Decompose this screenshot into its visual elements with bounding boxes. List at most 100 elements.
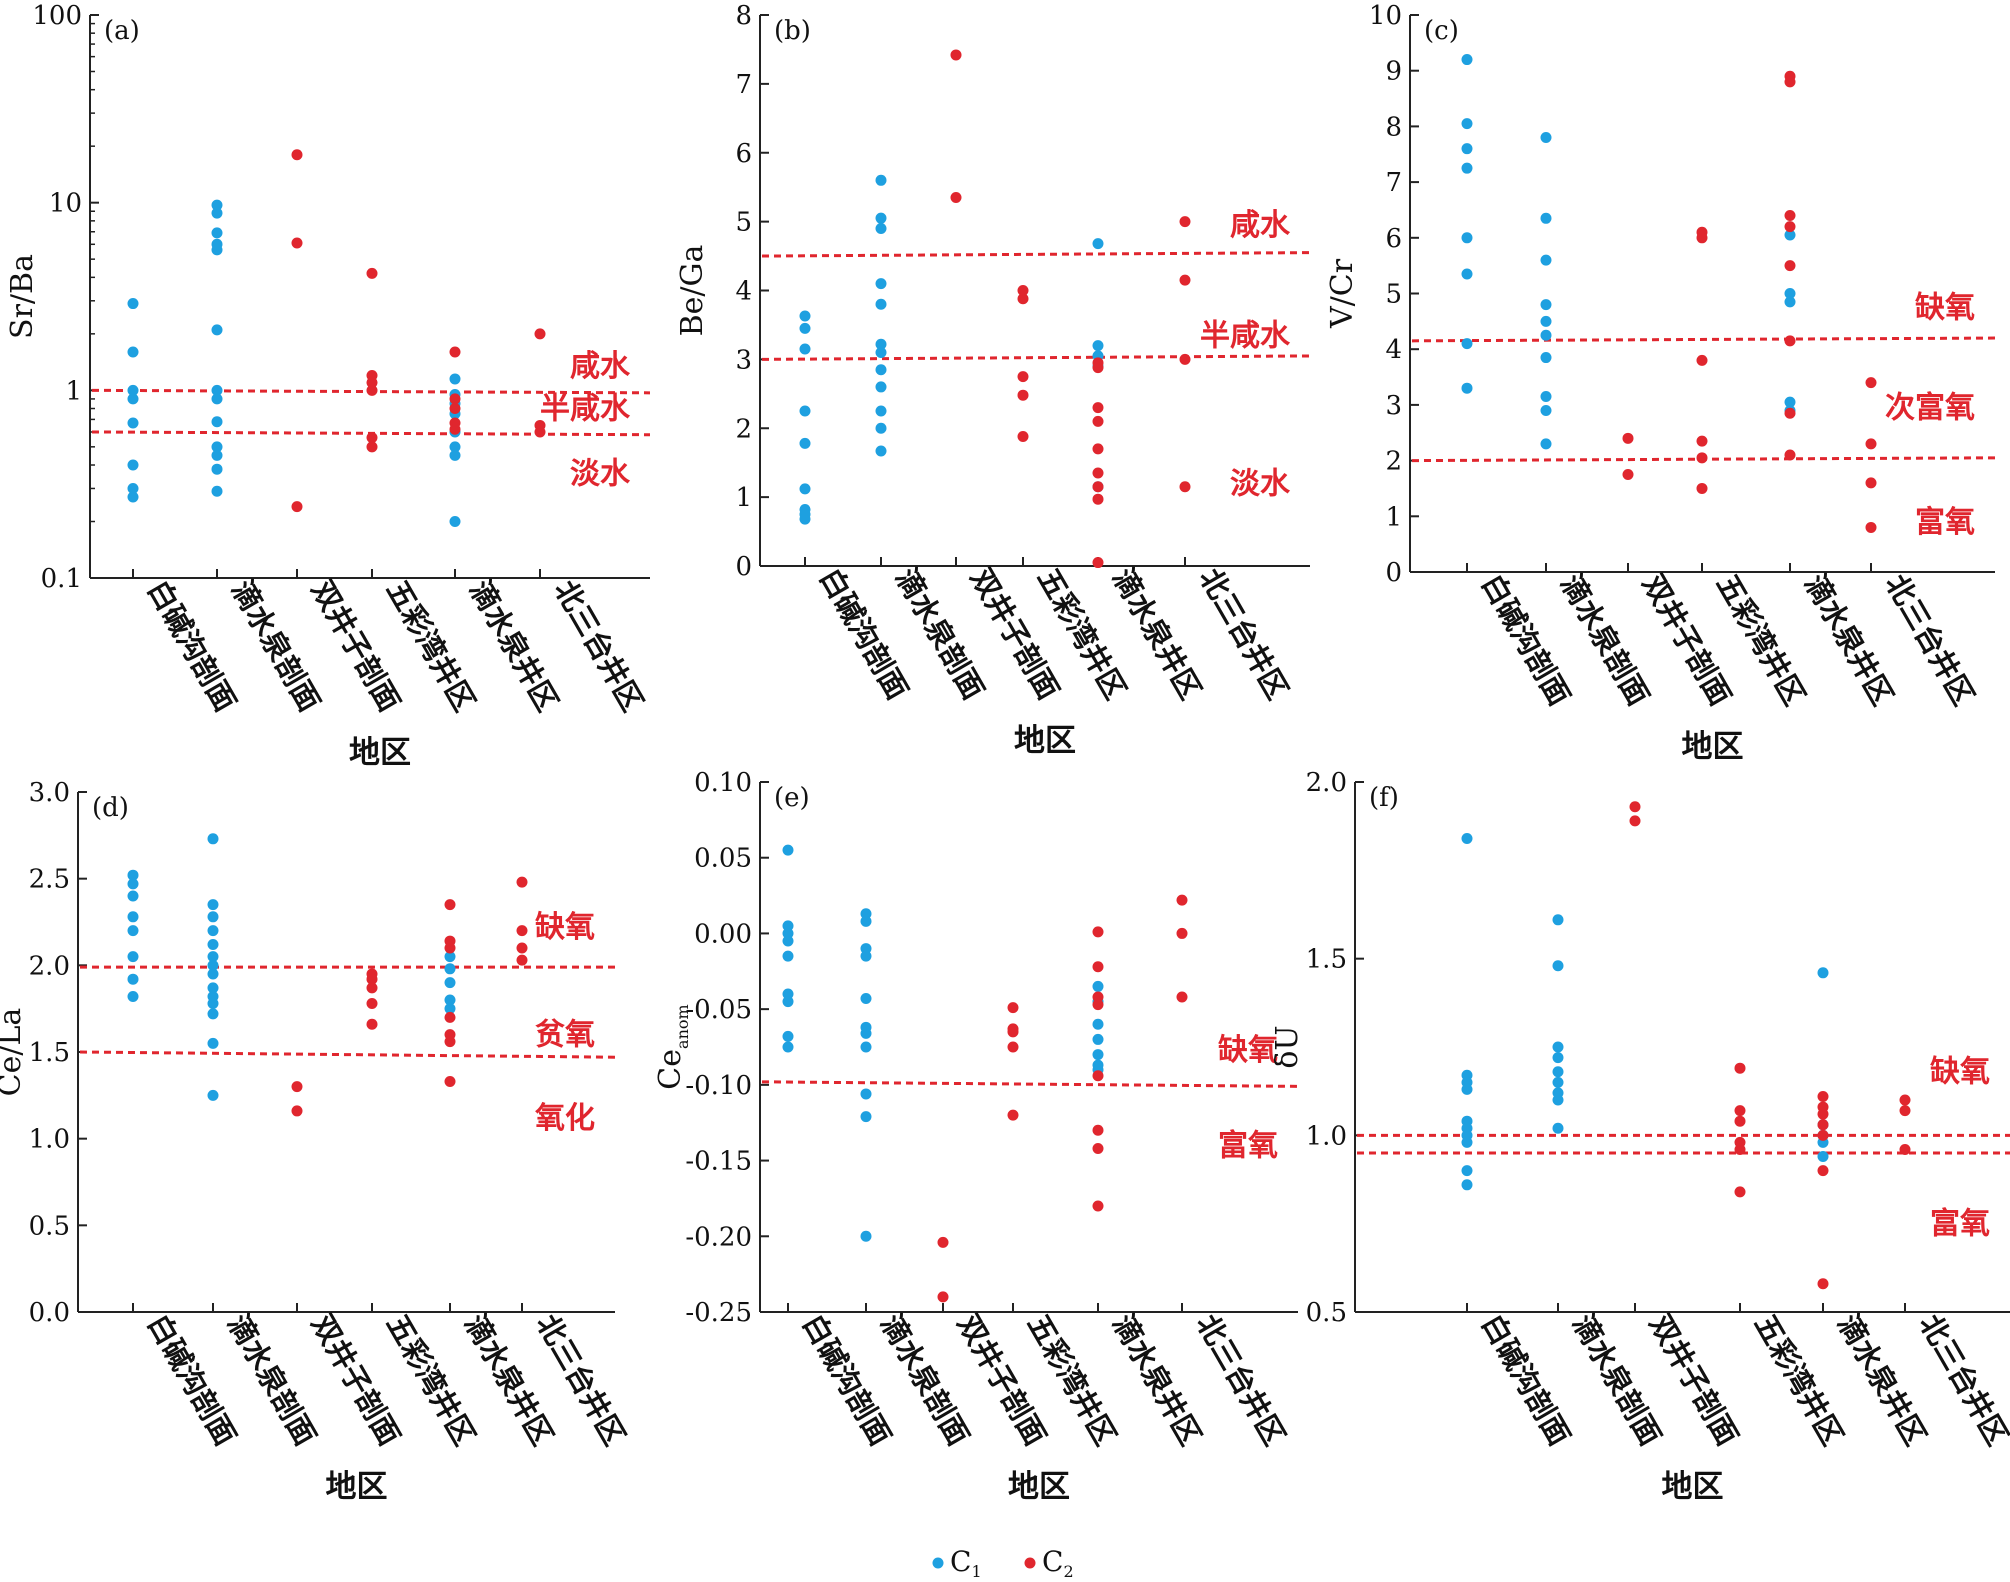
point-c2 [1817, 1278, 1829, 1290]
y-tick-label: 0.5 [29, 1211, 70, 1241]
point-c2 [1007, 1041, 1019, 1053]
point-c1 [444, 951, 456, 963]
zone-label: 次富氧 [1885, 391, 1975, 426]
y-axis-title: Ce/La [0, 1008, 28, 1097]
point-c2 [1696, 452, 1708, 464]
zone-label: 缺氧 [1915, 290, 1975, 325]
point-c1 [127, 925, 139, 937]
point-c2 [291, 237, 303, 249]
point-c1 [127, 298, 139, 310]
point-c2 [1007, 1026, 1019, 1038]
point-c1 [211, 384, 223, 396]
point-c1 [1092, 1049, 1104, 1061]
point-c1 [1092, 238, 1104, 250]
point-c1 [127, 890, 139, 902]
point-c1 [207, 911, 219, 923]
y-tick-label: 100 [32, 1, 82, 31]
point-c1 [127, 951, 139, 963]
point-c1 [127, 417, 139, 429]
point-c1 [860, 993, 872, 1005]
panel-label: (f) [1369, 783, 1399, 813]
point-c1 [1552, 1066, 1564, 1078]
point-c2 [1092, 999, 1104, 1011]
point-c2 [1696, 232, 1708, 244]
x-axis-title: 地区 [326, 1469, 388, 1505]
point-c2 [516, 876, 528, 888]
point-c1 [1461, 162, 1473, 174]
point-c2 [1092, 1200, 1104, 1212]
point-c1 [444, 994, 456, 1006]
y-tick-label: 3.0 [29, 778, 70, 808]
point-c1 [127, 459, 139, 471]
point-c1 [1540, 254, 1552, 266]
point-c1 [860, 1230, 872, 1242]
point-c2 [1784, 210, 1796, 222]
point-c1 [207, 968, 219, 980]
point-c1 [1784, 229, 1796, 241]
point-c1 [127, 911, 139, 923]
point-c1 [860, 950, 872, 962]
point-c1 [449, 373, 461, 385]
point-c2 [516, 925, 528, 937]
point-c1 [799, 343, 811, 355]
point-c1 [1461, 338, 1473, 350]
point-c1 [875, 223, 887, 235]
point-c2 [291, 1105, 303, 1117]
panel-label: (a) [104, 16, 140, 46]
point-c1 [875, 278, 887, 290]
point-c2 [444, 1011, 456, 1023]
point-c1 [860, 1041, 872, 1053]
zone-label: 贫氧 [535, 1018, 595, 1053]
y-tick-label: 7 [735, 70, 752, 100]
point-c1 [799, 513, 811, 525]
point-c2 [1092, 1142, 1104, 1154]
point-c2 [534, 426, 546, 438]
point-c2 [1179, 481, 1191, 493]
point-c2 [1734, 1062, 1746, 1074]
y-tick-label: 9 [1385, 57, 1402, 87]
point-c2 [291, 1081, 303, 1093]
point-c1 [1540, 329, 1552, 341]
point-c2 [1899, 1143, 1911, 1155]
zone-label: 淡水 [570, 457, 631, 492]
point-c1 [799, 437, 811, 449]
point-c1 [782, 950, 794, 962]
point-c1 [1461, 833, 1473, 845]
point-c1 [860, 908, 872, 920]
point-c1 [1461, 1083, 1473, 1095]
point-c1 [1817, 1151, 1829, 1163]
point-c2 [444, 899, 456, 911]
panel-c: 012345678910白碱沟剖面滴水泉剖面双井子剖面五彩湾井区滴水泉井区北三台… [1325, 1, 1996, 765]
point-c1 [1461, 1136, 1473, 1148]
point-c2 [366, 982, 378, 994]
point-c1 [860, 1027, 872, 1039]
point-c2 [449, 346, 461, 358]
point-c1 [1784, 288, 1796, 299]
y-tick-label: 0 [1385, 558, 1402, 588]
point-c2 [1179, 274, 1191, 286]
point-c2 [1865, 477, 1877, 489]
point-c1 [207, 951, 219, 963]
x-axis-title: 地区 [1014, 723, 1076, 759]
point-c2 [1696, 435, 1708, 447]
point-c1 [127, 869, 139, 881]
point-c2 [1092, 991, 1104, 1003]
point-c1 [1552, 960, 1564, 972]
point-c2 [449, 393, 461, 405]
zone-label: 氧化 [535, 1101, 595, 1136]
point-c1 [211, 416, 223, 428]
point-c1 [1461, 118, 1473, 130]
y-tick-label: 5 [735, 208, 752, 238]
x-axis-title: 地区 [1682, 729, 1744, 765]
legend-label-c2-main: C [1042, 1545, 1063, 1578]
y-tick-label: 0.5 [1306, 1298, 1347, 1328]
y-tick-label: -0.25 [685, 1298, 752, 1328]
y-tick-label: 1 [735, 483, 752, 513]
point-c1 [860, 943, 872, 955]
point-c1 [875, 338, 887, 350]
y-tick-label: 8 [735, 1, 752, 31]
zone-label: 富氧 [1930, 1207, 1990, 1242]
y-tick-label: 5 [1385, 280, 1402, 310]
y-axis-title-main: Ce [653, 1049, 688, 1090]
point-c1 [1784, 396, 1796, 408]
